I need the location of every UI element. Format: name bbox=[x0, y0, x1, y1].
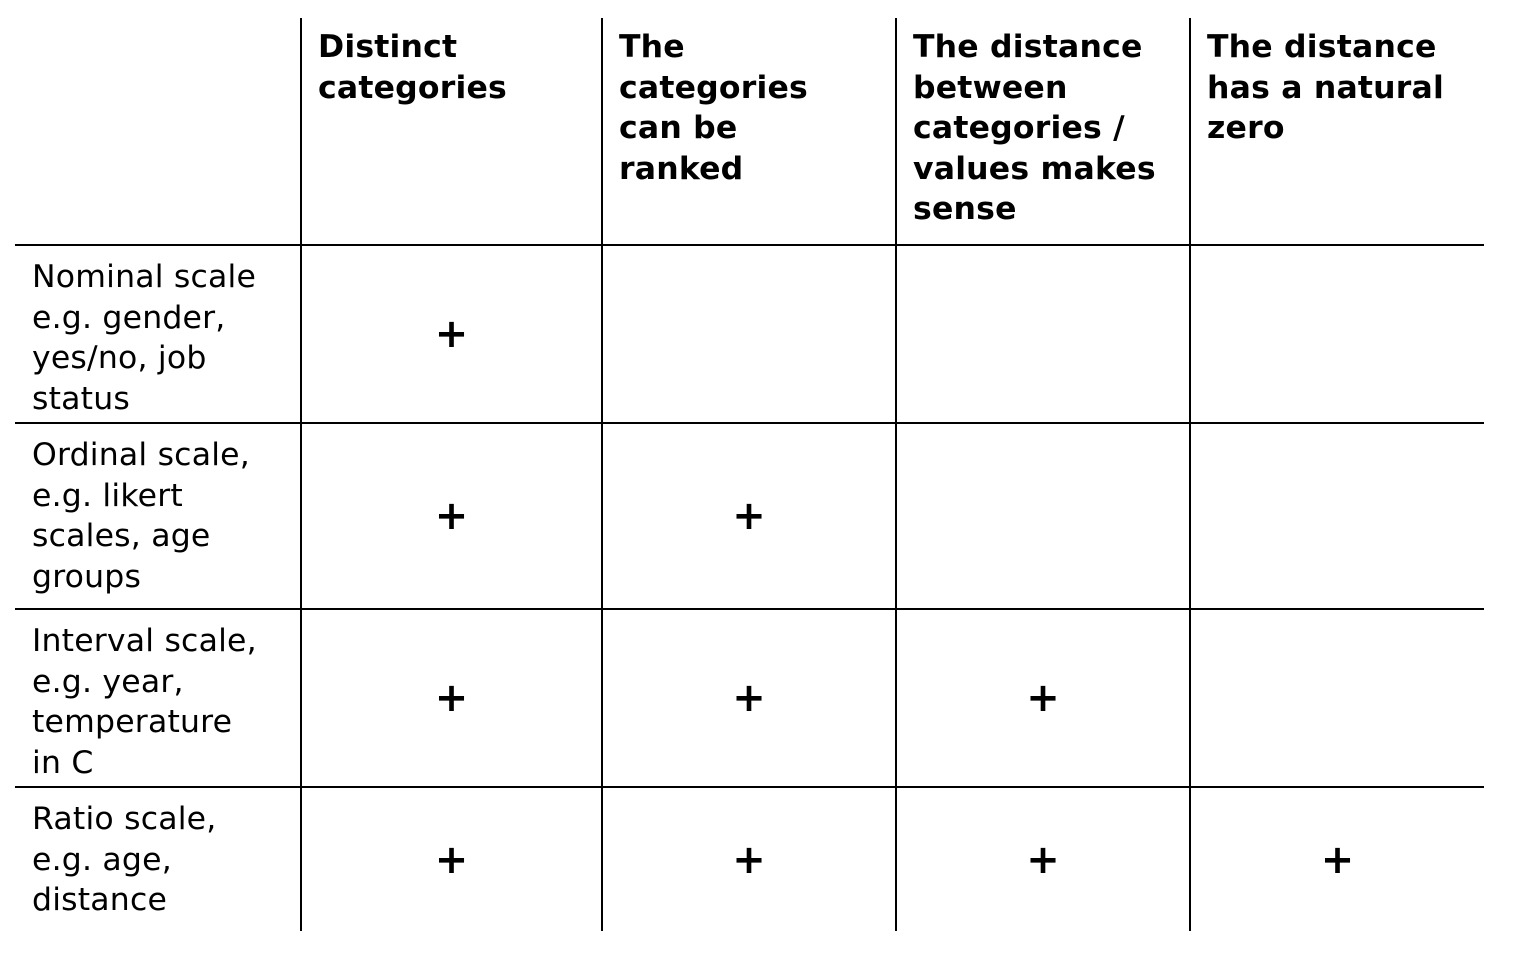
row-label-line: e.g. likert bbox=[32, 477, 183, 514]
row-label-line: yes/no, job bbox=[32, 340, 207, 376]
row-label-line: temperature bbox=[32, 704, 233, 740]
mark-cell: + bbox=[895, 609, 1190, 788]
mark-cell: + bbox=[1189, 787, 1484, 931]
row-label-interval-scale: Interval scale, e.g. year, temperature i… bbox=[15, 609, 301, 788]
mark-cell: + bbox=[300, 609, 602, 788]
column-header-natural-zero: The distance has a natural zero bbox=[1189, 18, 1484, 246]
row-label-nominal-scale: Nominal scale e.g. gender, yes/no, job s… bbox=[15, 245, 301, 424]
column-header-line: zero bbox=[1207, 110, 1285, 146]
mark-cell: + bbox=[300, 423, 602, 610]
column-header-line: categories bbox=[619, 69, 808, 106]
row-label-line: e.g. gender, bbox=[32, 299, 226, 336]
column-header-line: categories / bbox=[913, 110, 1125, 146]
mark-cell: + bbox=[300, 245, 602, 424]
mark-cell: + bbox=[601, 423, 896, 610]
measurement-scales-table: Distinct categories The categories can b… bbox=[15, 18, 1484, 931]
column-header-line: The distance bbox=[913, 29, 1143, 65]
mark-cell: + bbox=[601, 787, 896, 931]
row-label-line: scales, age bbox=[32, 518, 211, 554]
column-header-line: values makes bbox=[913, 150, 1156, 187]
row-label-ordinal-scale: Ordinal scale, e.g. likert scales, age g… bbox=[15, 423, 301, 610]
mark-cell bbox=[895, 245, 1190, 424]
row-label-line: Ordinal scale, bbox=[32, 437, 250, 473]
mark-cell bbox=[1189, 423, 1484, 610]
mark-cell: + bbox=[601, 609, 896, 788]
column-header-line: sense bbox=[913, 191, 1017, 227]
row-label-line: in C bbox=[32, 744, 94, 781]
table-row-ratio-scale: Ratio scale, e.g. age, distance + + + + bbox=[15, 787, 1484, 931]
table-row-nominal-scale: Nominal scale e.g. gender, yes/no, job s… bbox=[15, 245, 1484, 424]
mark-cell bbox=[1189, 609, 1484, 788]
table-header-row: Distinct categories The categories can b… bbox=[15, 18, 1484, 246]
mark-cell: + bbox=[895, 787, 1190, 931]
row-label-ratio-scale: Ratio scale, e.g. age, distance bbox=[15, 787, 301, 931]
row-label-line: Ratio scale, bbox=[32, 801, 217, 837]
column-header-distance-makes-sense: The distance between categories / values… bbox=[895, 18, 1190, 246]
row-label-line: e.g. year, bbox=[32, 663, 184, 700]
column-header-distinct-categories: Distinct categories bbox=[300, 18, 602, 246]
mark-cell bbox=[601, 245, 896, 424]
column-header-line: can be bbox=[619, 110, 738, 146]
row-label-line: groups bbox=[32, 558, 142, 595]
column-header-line: The bbox=[619, 29, 685, 65]
row-label-line: Nominal scale bbox=[32, 259, 257, 295]
column-header-can-be-ranked: The categories can be ranked bbox=[601, 18, 896, 246]
row-label-line: distance bbox=[32, 882, 168, 918]
mark-cell: + bbox=[300, 787, 602, 931]
mark-cell bbox=[1189, 245, 1484, 424]
header-corner-cell bbox=[15, 18, 301, 246]
row-label-line: e.g. age, bbox=[32, 841, 172, 878]
column-header-line: between bbox=[913, 69, 1068, 106]
column-header-line: Distinct bbox=[318, 29, 458, 65]
table-row-ordinal-scale: Ordinal scale, e.g. likert scales, age g… bbox=[15, 423, 1484, 610]
table-row-interval-scale: Interval scale, e.g. year, temperature i… bbox=[15, 609, 1484, 788]
row-label-line: status bbox=[32, 380, 130, 417]
row-label-line: Interval scale, bbox=[32, 623, 257, 659]
mark-cell bbox=[895, 423, 1190, 610]
column-header-line: The distance bbox=[1207, 29, 1437, 65]
column-header-line: has a natural bbox=[1207, 69, 1444, 106]
column-header-line: categories bbox=[318, 69, 507, 106]
column-header-line: ranked bbox=[619, 150, 744, 187]
